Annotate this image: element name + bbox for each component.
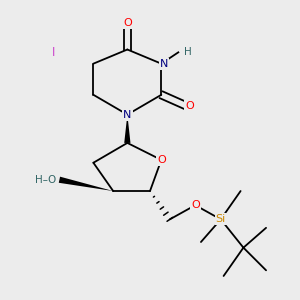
Text: O: O — [157, 155, 166, 165]
Polygon shape — [59, 177, 113, 191]
Text: H–O: H–O — [35, 175, 57, 185]
Text: O: O — [191, 200, 200, 210]
Polygon shape — [124, 115, 130, 143]
Text: O: O — [123, 18, 132, 28]
Text: H: H — [184, 47, 192, 57]
Text: N: N — [123, 110, 131, 120]
Text: I: I — [52, 46, 56, 59]
Text: Si: Si — [216, 214, 226, 224]
Text: O: O — [185, 101, 194, 111]
Text: N: N — [160, 59, 168, 69]
